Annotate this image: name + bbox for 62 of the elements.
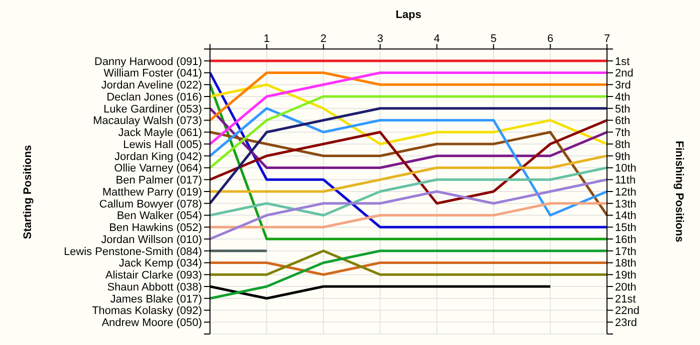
category-label: Shaun Abbott (038)	[107, 281, 202, 294]
category-label: Callum Bowyer (078)	[99, 198, 202, 210]
y2-tick-label: 20th	[615, 281, 636, 294]
line-series	[210, 72, 607, 146]
category-label: Ben Palmer (017)	[116, 174, 202, 187]
category-label: Luke Gardiner (053)	[104, 103, 202, 116]
y2-tick-label: 16th	[615, 234, 636, 246]
y2-tick-label: 13th	[615, 198, 636, 210]
category-label: Jordan Aveline (022)	[101, 80, 202, 92]
y2-tick-label: 6th	[615, 115, 630, 128]
y2-axis-title: Finishing Positions	[673, 140, 686, 242]
line-series	[210, 250, 607, 300]
y2-tick-label: 10th	[615, 162, 636, 175]
y2-tick-label: 2nd	[615, 68, 634, 80]
category-label: Lewis Penstone-Smith (084)	[64, 246, 202, 258]
x-tick-label: 3	[377, 33, 384, 45]
line-series	[210, 107, 607, 169]
category-label: Matthew Parry (019)	[102, 186, 202, 198]
y2-tick-label: 17th	[615, 246, 636, 258]
category-label: Jordan Willson (010)	[101, 234, 202, 246]
y2-tick-label: 8th	[615, 138, 630, 151]
category-label: William Foster (041)	[104, 68, 202, 80]
text: Starting Positions	[22, 144, 34, 240]
category-label: Ben Walker (054)	[116, 210, 202, 222]
x-tick-label: 6	[547, 33, 554, 45]
category-label: Jordan King (042)	[114, 150, 202, 163]
category-label: Lewis Hall (005)	[123, 138, 202, 151]
x-tick-label: 1	[264, 33, 270, 45]
line-series	[210, 154, 607, 193]
x-axis-title: Laps	[396, 8, 422, 21]
y2-tick-label: 7th	[615, 127, 630, 140]
y2-tick-label: 11th	[615, 174, 636, 187]
category-label: Declan Jones (016)	[106, 91, 202, 104]
y2-tick-label: 9th	[615, 150, 630, 163]
y2-tick-label: 12th	[615, 186, 636, 198]
y2-tick-label: 21st	[615, 293, 636, 306]
x-tick-label: 5	[490, 33, 497, 45]
category-label: Macaulay Walsh (073)	[92, 115, 202, 128]
y2-tick-label: 23rd	[615, 317, 638, 330]
category-label: Jack Kemp (034)	[118, 258, 202, 270]
category-label: Ollie Varney (064)	[114, 162, 202, 175]
y2-tick-label: 22nd	[615, 305, 640, 318]
y2-tick-label: 15th	[615, 222, 636, 234]
y2-tick-label: 5th	[615, 103, 630, 116]
x-tick-label: 2	[320, 33, 326, 45]
category-label: Danny Harwood (091)	[94, 56, 202, 68]
y2-tick-label: 3rd	[615, 80, 631, 92]
y2-tick-label: 18th	[615, 258, 636, 270]
category-label: Ben Hawkins (052)	[109, 222, 202, 234]
y2-tick-label: 4th	[615, 91, 630, 104]
x-tick-label: 7	[604, 33, 610, 45]
category-label: Thomas Kolasky (092)	[92, 305, 202, 318]
x-tick-label: 4	[434, 33, 440, 45]
line-series	[210, 166, 607, 216]
y2-tick-label: 19th	[615, 270, 636, 282]
category-label: Andrew Moore (050)	[102, 317, 202, 330]
line-series	[210, 178, 607, 240]
category-label: Alistair Clarke (093)	[105, 270, 202, 282]
y2-tick-label: 14th	[615, 210, 636, 222]
y2-tick-label: 1st	[615, 56, 630, 68]
category-label: Jack Mayle (061)	[118, 127, 202, 140]
category-label: James Blake (017)	[110, 293, 202, 306]
